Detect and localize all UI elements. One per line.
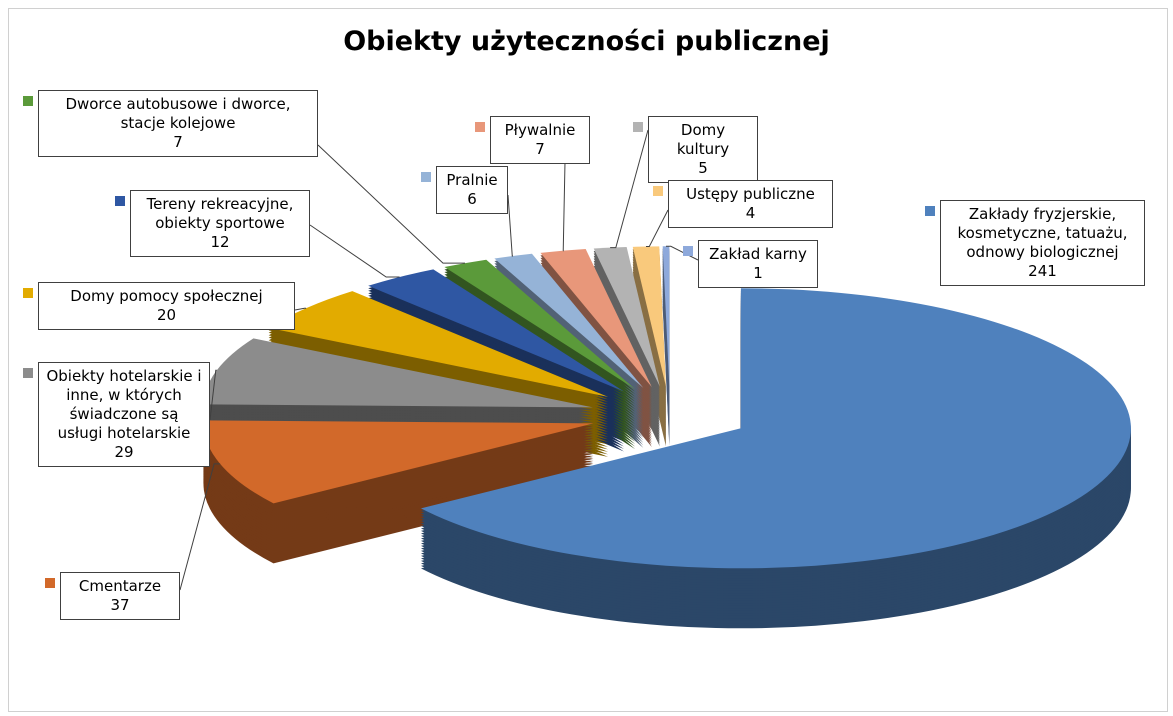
label-value: 12 [210,233,230,251]
slice-side [593,249,660,390]
label-name: Dworce autobusowe i dworce, stacje kolej… [65,95,291,132]
slice [662,246,670,387]
label-name: Tereny rekreacyjne, obiekty sportowe [146,195,294,232]
data-label: Obiekty hotelarskie i inne, w których św… [23,362,210,467]
leader-line [507,194,514,257]
legend-key [925,206,935,216]
label-value: 20 [156,306,177,324]
data-label: Pralnie 6 [421,166,508,214]
slice-side [593,252,660,392]
slice-side [593,262,660,402]
label-value: 241 [1028,262,1057,280]
chart-frame [8,8,1168,712]
leader-line [610,129,649,249]
legend-key [23,96,33,106]
data-label: Dworce autobusowe i dworce, stacje kolej… [23,90,318,157]
label-name: Domy kultury [676,121,730,158]
label-value: 7 [535,140,545,158]
data-label: Zakłady fryzjerskie, kosmetyczne, tatuaż… [925,200,1145,286]
data-label: Domy pomocy społecznej 20 [23,282,295,330]
slice [368,269,624,392]
legend-key [23,368,33,378]
legend-key [475,122,485,132]
leader-line [294,307,307,311]
label-value: 6 [467,190,477,208]
leader-line [317,144,466,264]
slice [494,253,644,388]
slice [540,249,652,388]
slice [203,420,594,504]
legend-key [45,578,55,588]
slice-side [593,259,660,400]
leader-line [179,463,221,591]
legend-key [115,196,125,206]
label-value: 7 [173,133,183,151]
slice [268,291,609,397]
label-name: Pralnie [446,171,498,189]
label-value: 5 [698,159,708,177]
leader-line [665,245,699,261]
slice [420,288,1131,569]
label-name: Zakład karny [709,245,807,263]
data-label: Zakład karny 1 [683,240,818,288]
slice [632,246,666,387]
label-name: Domy pomocy społecznej [70,287,263,305]
legend-key [421,172,431,182]
label-name: Ustępy publiczne [686,185,815,203]
slice-side [593,257,660,397]
chart-title: Obiekty użyteczności publicznej [343,26,830,57]
legend-key [683,246,693,256]
legend-key [23,288,33,298]
data-label: Tereny rekreacyjne, obiekty sportowe 12 [115,190,310,257]
label-value: 1 [753,264,763,282]
legend-key [633,122,643,132]
slice [444,259,636,390]
data-label: Ustępy publiczne 4 [653,180,833,228]
leader-line [646,209,669,248]
data-label: Pływalnie 7 [475,116,590,164]
leader-line [209,369,217,421]
slice-side [593,254,660,395]
label-value: 37 [110,596,130,614]
legend-key [653,186,663,196]
slice [202,338,593,408]
label-name: Obiekty hotelarskie i inne, w których św… [46,367,202,442]
data-label: Domy kultury 5 [633,116,758,183]
slice [593,247,660,387]
label-name: Zakłady fryzjerskie, kosmetyczne, tatuaż… [957,205,1128,261]
leader-line [309,224,400,278]
label-value: 29 [114,443,134,461]
slice-side [593,264,660,405]
data-label: Cmentarze 37 [45,572,180,620]
leader-line [562,161,566,252]
label-name: Pływalnie [504,121,576,139]
label-value: 4 [745,204,756,222]
label-name: Cmentarze [78,577,162,595]
